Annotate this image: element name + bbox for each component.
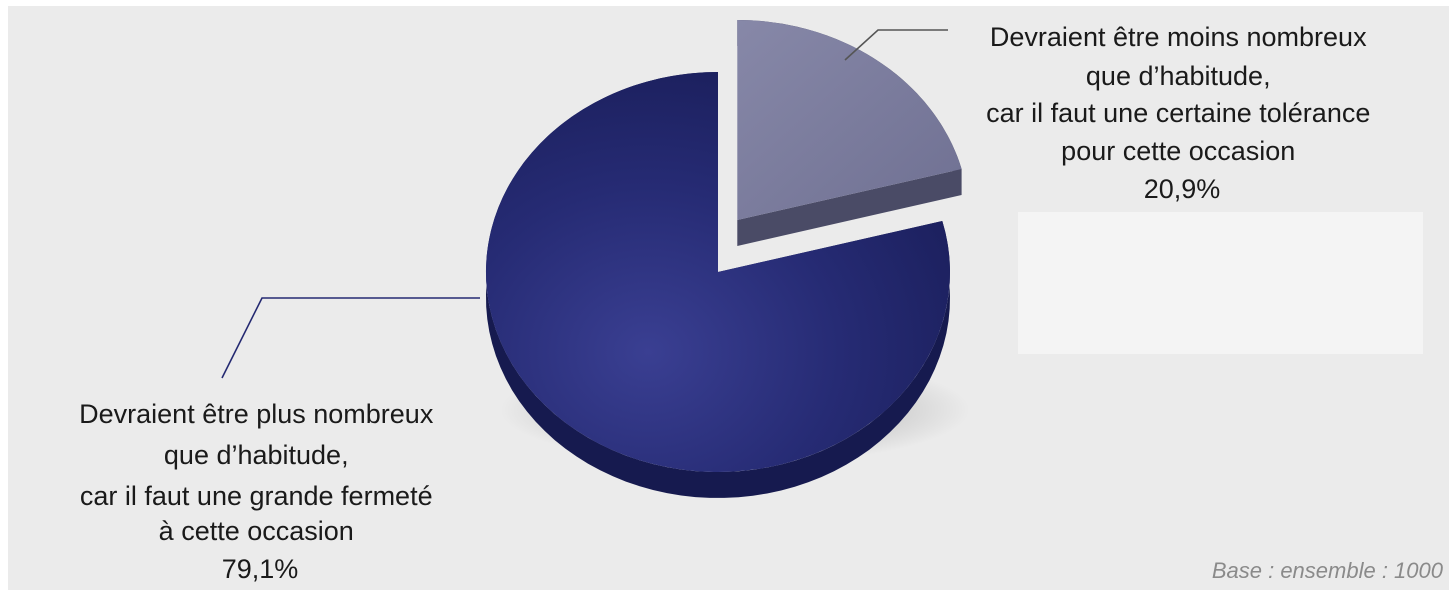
slice-large-label-line: que d’habitude, [164,440,349,470]
slice-small-label-line: car il faut une certaine tolérance [986,98,1370,128]
slice-small-label-line: pour cette occasion [1061,136,1295,166]
slice-small-label: Devraient être moins nombreux que d’habi… [986,22,1378,204]
slice-large-label-line: car il faut une grande fermeté [80,481,433,511]
slice-large-label: Devraient être plus nombreux que d’habit… [79,399,441,584]
slice-small-label-line: Devraient être moins nombreux [990,22,1367,52]
slice-small-side [737,20,962,246]
slice-large-top [485,71,950,472]
slice-large-label-line: Devraient être plus nombreux [79,399,434,429]
empty-panel [1018,212,1423,354]
slice-large-value-label: 79,1% [222,554,299,584]
slice-large-label-line: à cette occasion [159,516,354,546]
leader-line-small [844,29,948,61]
slice-small-label-line: que d’habitude, [1086,61,1271,91]
leader-line-large [221,297,480,379]
base-note: Base : ensemble : 1000 [1212,558,1444,583]
slice-small [737,20,962,246]
slice-small-value-label: 20,9% [1144,174,1221,204]
slice-small-top [737,20,962,220]
slice-large [485,71,950,498]
